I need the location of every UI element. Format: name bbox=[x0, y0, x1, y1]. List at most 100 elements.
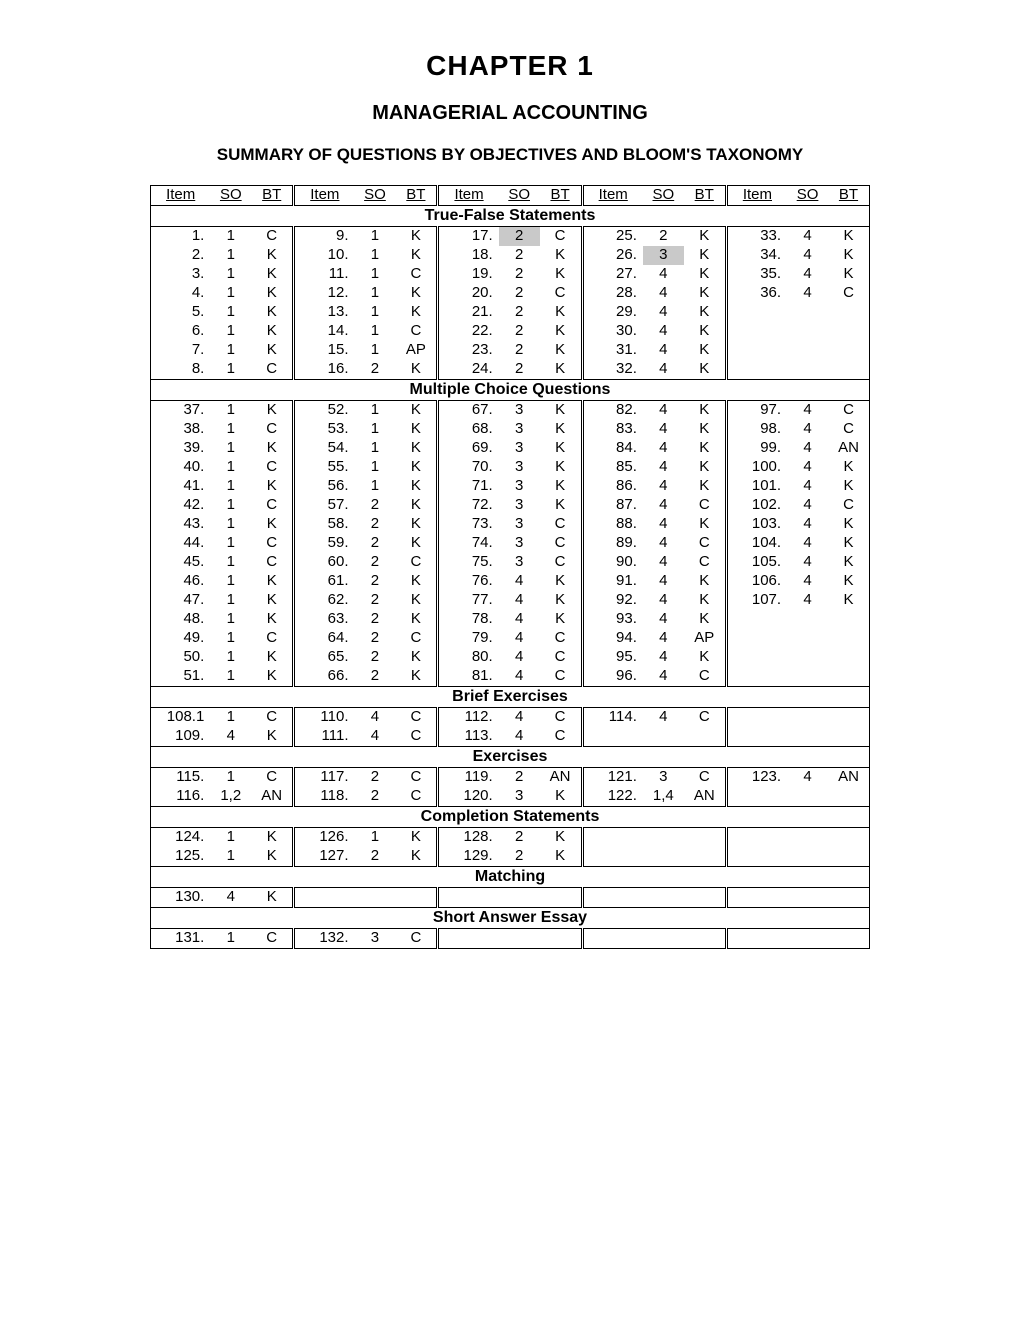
cell-bt bbox=[828, 727, 870, 747]
chapter-subtitle: MANAGERIAL ACCOUNTING bbox=[40, 102, 980, 125]
cell-bt: K bbox=[828, 458, 870, 477]
table-row: 46.1K61.2K76.4K91.4K106.4K bbox=[151, 572, 870, 591]
cell-so: 4 bbox=[643, 610, 684, 629]
table-header-row: Item SO BT Item SO BT Item SO BT Item SO… bbox=[151, 186, 870, 206]
cell-bt: K bbox=[540, 246, 582, 265]
cell-so: 2 bbox=[499, 341, 540, 360]
cell-bt: K bbox=[251, 401, 293, 421]
cell-item: 76. bbox=[438, 572, 499, 591]
cell-item: 90. bbox=[582, 553, 643, 572]
cell-so bbox=[499, 929, 540, 949]
cell-bt: K bbox=[395, 284, 437, 303]
cell-so: 4 bbox=[499, 629, 540, 648]
cell-bt: K bbox=[251, 303, 293, 322]
cell-bt: K bbox=[828, 534, 870, 553]
cell-bt: AP bbox=[395, 341, 437, 360]
cell-item: 30. bbox=[582, 322, 643, 341]
cell-so: 2 bbox=[355, 610, 396, 629]
cell-item: 41. bbox=[151, 477, 211, 496]
cell-item: 3. bbox=[151, 265, 211, 284]
cell-bt: K bbox=[251, 284, 293, 303]
cell-item: 26. bbox=[582, 246, 643, 265]
cell-item bbox=[582, 727, 643, 747]
cell-so: 3 bbox=[499, 439, 540, 458]
cell-item bbox=[726, 888, 787, 908]
cell-so: 4 bbox=[787, 439, 828, 458]
cell-so: 4 bbox=[643, 360, 684, 380]
cell-so: 4 bbox=[787, 458, 828, 477]
cell-so: 4 bbox=[787, 227, 828, 247]
cell-bt: C bbox=[395, 727, 437, 747]
cell-item: 100. bbox=[726, 458, 787, 477]
cell-bt: K bbox=[395, 534, 437, 553]
cell-bt: K bbox=[395, 303, 437, 322]
cell-item: 31. bbox=[582, 341, 643, 360]
cell-so: 1 bbox=[355, 401, 396, 421]
table-row: 48.1K63.2K78.4K93.4K bbox=[151, 610, 870, 629]
cell-bt: K bbox=[251, 888, 293, 908]
table-row: 42.1C57.2K72.3K87.4C102.4C bbox=[151, 496, 870, 515]
cell-so: 1 bbox=[210, 610, 251, 629]
cell-so: 1 bbox=[210, 439, 251, 458]
cell-bt: K bbox=[251, 727, 293, 747]
table-row: 50.1K65.2K80.4C95.4K bbox=[151, 648, 870, 667]
cell-bt bbox=[828, 341, 870, 360]
cell-bt: C bbox=[251, 458, 293, 477]
table-row: 7.1K15.1AP23.2K31.4K bbox=[151, 341, 870, 360]
cell-item: 108.1 bbox=[151, 708, 211, 728]
cell-item: 66. bbox=[294, 667, 355, 687]
cell-item: 5. bbox=[151, 303, 211, 322]
cell-item: 104. bbox=[726, 534, 787, 553]
cell-bt: K bbox=[251, 667, 293, 687]
cell-so: 1 bbox=[355, 439, 396, 458]
cell-so: 2 bbox=[499, 360, 540, 380]
cell-so: 2 bbox=[355, 667, 396, 687]
section-title: True-False Statements bbox=[151, 206, 870, 227]
cell-so: 1 bbox=[210, 246, 251, 265]
cell-bt bbox=[395, 888, 437, 908]
cell-so bbox=[787, 667, 828, 687]
cell-so bbox=[787, 828, 828, 848]
cell-so: 1 bbox=[210, 591, 251, 610]
cell-bt bbox=[828, 360, 870, 380]
cell-so: 1 bbox=[355, 265, 396, 284]
cell-so: 1 bbox=[210, 667, 251, 687]
cell-bt: K bbox=[828, 553, 870, 572]
col-header-item: Item bbox=[582, 186, 643, 206]
cell-so: 2 bbox=[355, 847, 396, 867]
cell-item: 23. bbox=[438, 341, 499, 360]
cell-bt: C bbox=[540, 727, 582, 747]
cell-so: 4 bbox=[499, 667, 540, 687]
cell-so bbox=[643, 847, 684, 867]
cell-bt: C bbox=[395, 708, 437, 728]
table-row: 130.4K bbox=[151, 888, 870, 908]
col-header-item: Item bbox=[151, 186, 211, 206]
cell-so: 4 bbox=[355, 727, 396, 747]
section-header-row: Matching bbox=[151, 867, 870, 888]
cell-bt: C bbox=[251, 768, 293, 788]
table-row: 125.1K127.2K129.2K bbox=[151, 847, 870, 867]
cell-so bbox=[787, 727, 828, 747]
cell-item: 97. bbox=[726, 401, 787, 421]
cell-bt: C bbox=[828, 420, 870, 439]
cell-so: 4 bbox=[499, 648, 540, 667]
cell-item: 119. bbox=[438, 768, 499, 788]
cell-bt: K bbox=[684, 360, 726, 380]
cell-item: 128. bbox=[438, 828, 499, 848]
cell-item: 116. bbox=[151, 787, 211, 807]
cell-so bbox=[787, 648, 828, 667]
cell-so: 1 bbox=[355, 246, 396, 265]
cell-bt bbox=[828, 629, 870, 648]
cell-bt: C bbox=[251, 553, 293, 572]
cell-item: 95. bbox=[582, 648, 643, 667]
col-header-bt: BT bbox=[540, 186, 582, 206]
cell-so: 2 bbox=[355, 648, 396, 667]
cell-bt: K bbox=[828, 246, 870, 265]
cell-so: 2 bbox=[499, 246, 540, 265]
cell-item: 47. bbox=[151, 591, 211, 610]
cell-bt: K bbox=[251, 265, 293, 284]
cell-bt: K bbox=[540, 477, 582, 496]
table-row: 41.1K56.1K71.3K86.4K101.4K bbox=[151, 477, 870, 496]
cell-item: 71. bbox=[438, 477, 499, 496]
cell-bt: K bbox=[251, 515, 293, 534]
